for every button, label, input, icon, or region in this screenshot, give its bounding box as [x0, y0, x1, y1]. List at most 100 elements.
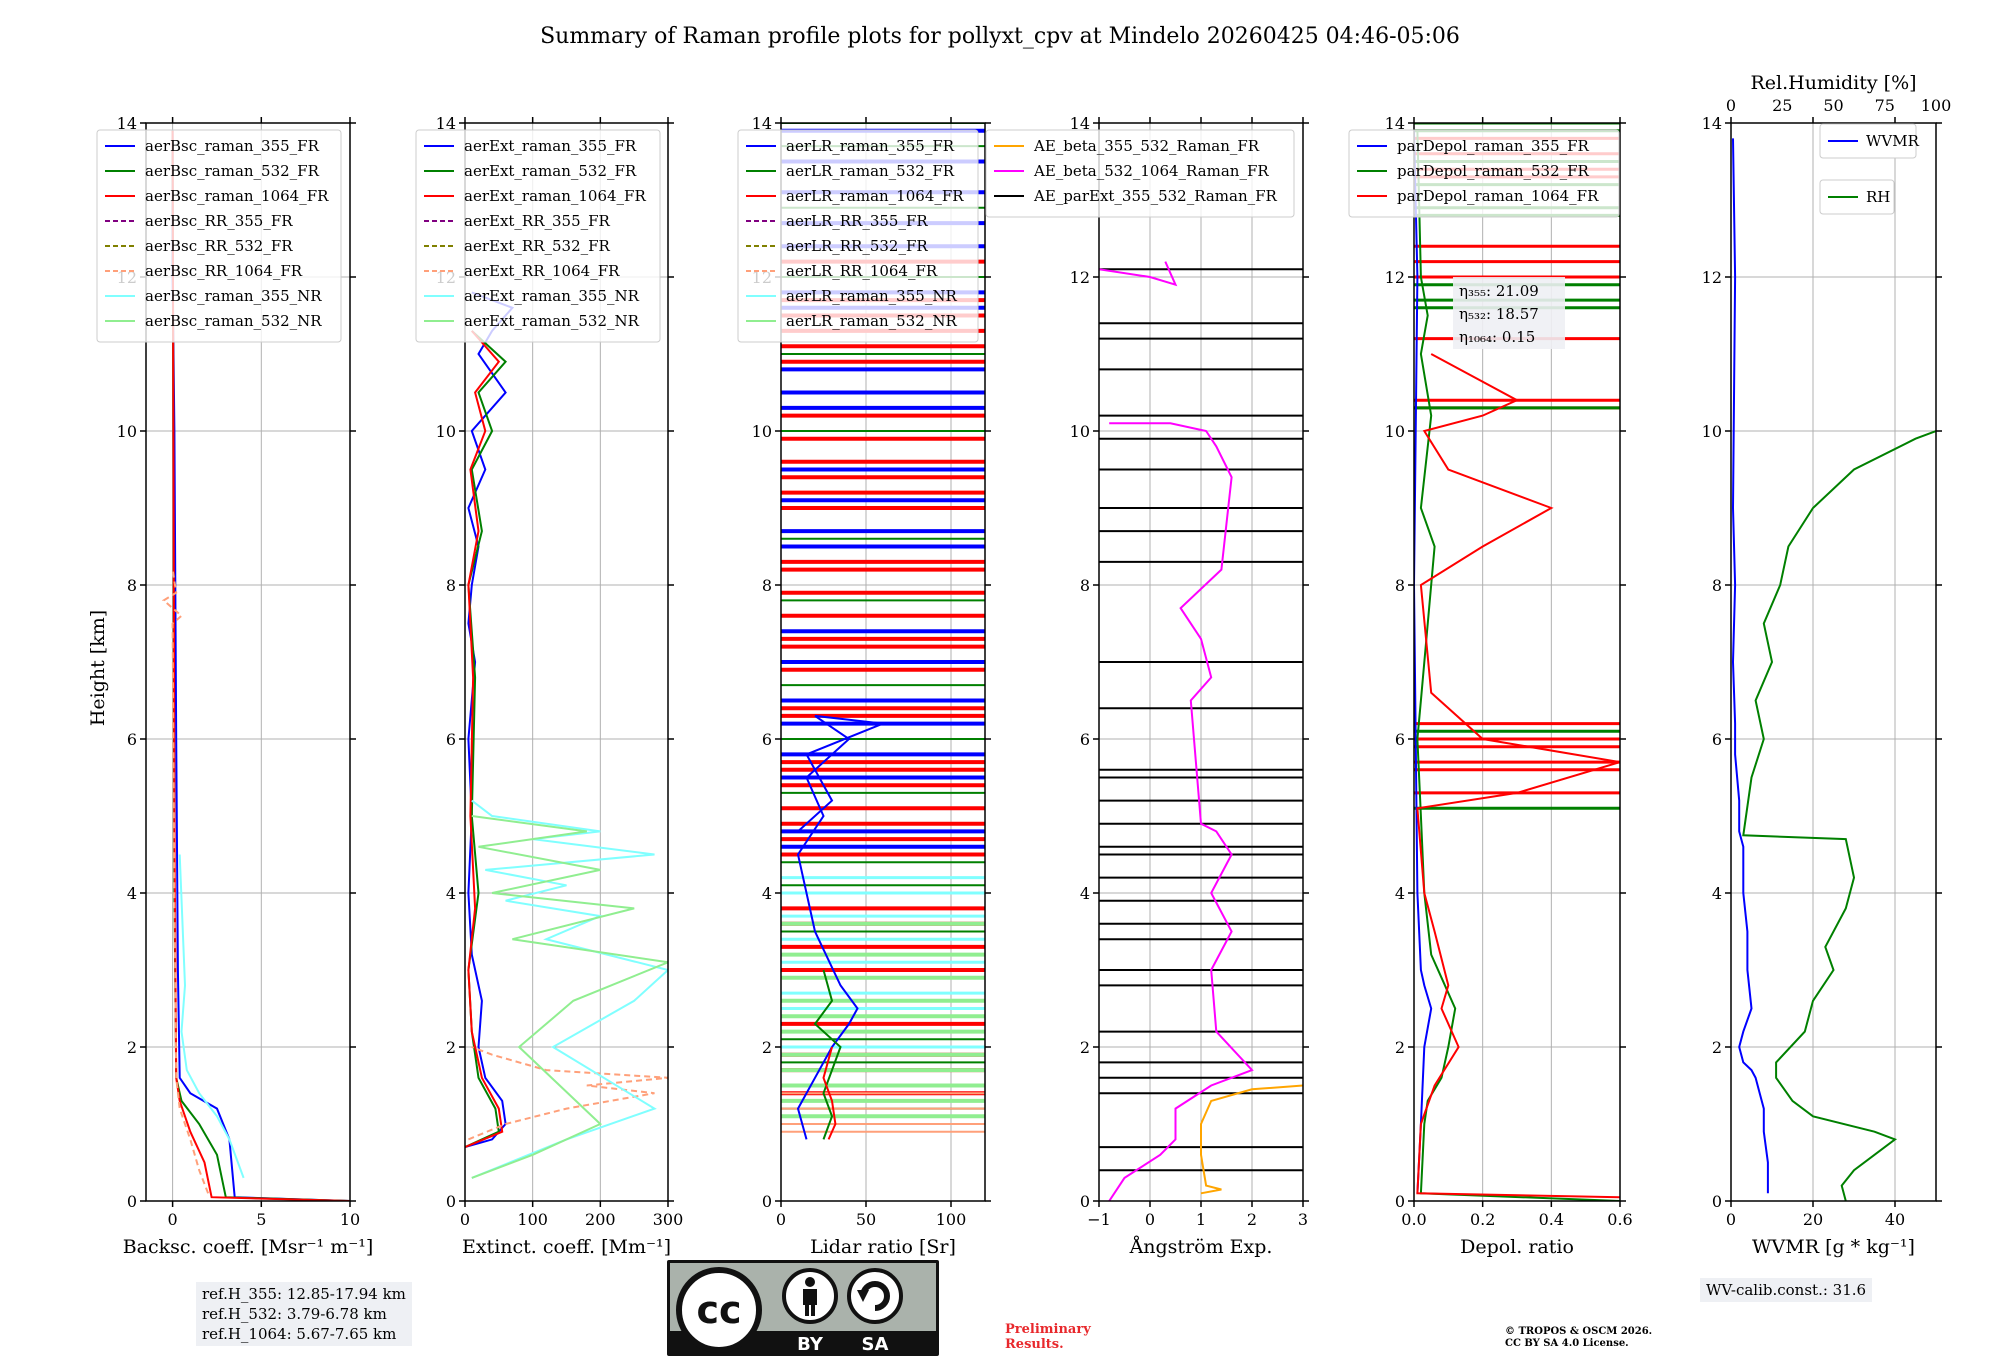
legend-label: AE_parExt_355_532_Raman_FR — [1033, 187, 1278, 205]
y-tick-label: 4 — [127, 884, 137, 903]
share-alike-icon — [847, 1268, 903, 1324]
axes-frame — [1413, 122, 1621, 1202]
legend-depol: parDepol_raman_355_FR parDepol_raman_532_… — [1348, 129, 1620, 218]
y-tick-label: 10 — [1702, 422, 1722, 441]
x-tick-label: 0 — [776, 1210, 786, 1229]
y-tick-label: 2 — [1080, 1038, 1090, 1057]
x-tick-label: 200 — [585, 1210, 616, 1229]
series-aerExt_raman_532_FR — [465, 330, 507, 1149]
x-tick-label: 3 — [1298, 1210, 1308, 1229]
plot-area — [1731, 138, 1936, 1201]
x-tick-label: 300 — [653, 1210, 684, 1229]
y-tick-label: 4 — [1080, 884, 1090, 903]
y-tick-label: 4 — [1395, 884, 1405, 903]
axes-frame — [464, 122, 669, 1202]
y-tick-label: 10 — [1385, 422, 1405, 441]
y-tick-label: 2 — [1395, 1038, 1405, 1057]
copyright-note: © TROPOS & OSCM 2026. CC BY SA 4.0 Licen… — [1505, 1326, 1652, 1350]
legend-label: RH — [1866, 188, 1890, 206]
series-AE_beta_355_532_Raman_FR — [1200, 1084, 1303, 1195]
series-aerExt_raman_1064_FR — [465, 330, 504, 1149]
series-RH — [1742, 383, 1936, 1201]
top-tick-label: 25 — [1772, 96, 1792, 115]
y-tick-label: 12 — [1702, 268, 1722, 287]
axes-frame — [780, 122, 986, 1202]
series-aerLR_raman_532_FR — [813, 969, 842, 1140]
y-tick-label: 12 — [1385, 268, 1405, 287]
ref-height-532: ref.H_532: 3.79-6.78 km — [202, 1305, 387, 1323]
legend-label: parDepol_raman_355_FR — [1397, 137, 1590, 155]
legend-label: aerLR_RR_1064_FR — [786, 262, 938, 280]
x-tick-label: 40 — [1885, 1210, 1905, 1229]
series-AE_beta_532_1064_Raman_FR — [1108, 422, 1254, 1201]
legend-label: AE_beta_355_532_Raman_FR — [1033, 137, 1260, 155]
legend-label: aerLR_RR_532_FR — [786, 237, 928, 255]
series-aerBsc_RR_1064_FR — [162, 569, 210, 1194]
y-tick-label: 4 — [446, 884, 456, 903]
y-tick-label: 0 — [762, 1192, 772, 1211]
top-tick-label: 0 — [1726, 96, 1736, 115]
legend-label: aerBsc_RR_355_FR — [145, 212, 293, 230]
legend-label: aerLR_raman_532_NR — [786, 312, 957, 330]
y-tick-label: 10 — [436, 422, 456, 441]
y-tick-label: 8 — [446, 576, 456, 595]
ref-height-1064: ref.H_1064: 5.67-7.65 km — [202, 1325, 397, 1343]
y-tick-label: 14 — [117, 114, 137, 133]
y-tick-label: 0 — [1395, 1192, 1405, 1211]
legend-label: aerLR_raman_532_FR — [786, 162, 955, 180]
x-tick-label: 0 — [460, 1210, 470, 1229]
x-tick-label: 0 — [168, 1210, 178, 1229]
legend-label: aerExt_RR_1064_FR — [464, 262, 620, 280]
y-tick-label: 4 — [1712, 884, 1722, 903]
y-tick-label: 0 — [127, 1192, 137, 1211]
y-tick-label: 8 — [1395, 576, 1405, 595]
legend-label: aerLR_raman_355_FR — [786, 137, 955, 155]
panel-ext: 024681012140100200300Extinct. coeff. [Mm… — [415, 114, 684, 1258]
preliminary-note: Preliminary Results. — [1005, 1322, 1091, 1352]
legend-label: aerExt_raman_1064_FR — [464, 187, 646, 205]
legend-label: aerExt_raman_355_NR — [464, 287, 640, 305]
series-WVMR — [1731, 138, 1769, 1194]
y-tick-label: 8 — [1712, 576, 1722, 595]
legend-label: AE_beta_532_1064_Raman_FR — [1033, 162, 1269, 180]
preliminary-line-2: Results. — [1005, 1337, 1064, 1352]
top-tick-label: 50 — [1823, 96, 1843, 115]
x-tick-label: 0.0 — [1401, 1210, 1426, 1229]
legend-lr: aerLR_raman_355_FR aerLR_raman_532_FR aerL… — [737, 129, 979, 343]
legend-label: aerExt_raman_532_FR — [464, 162, 637, 180]
plot-area — [781, 123, 985, 1140]
x-tick-label: 2 — [1247, 1210, 1257, 1229]
y-tick-label: 2 — [446, 1038, 456, 1057]
x-tick-label: 100 — [936, 1210, 967, 1229]
series-AE_beta_532_1064_Raman_FR — [1099, 261, 1178, 287]
eta-line: η₁₀₆₄: 0.15 — [1459, 328, 1535, 346]
legend-label: aerBsc_raman_532_FR — [145, 162, 320, 180]
y-tick-label: 4 — [762, 884, 772, 903]
reference-height-box: ref.H_355: 12.85-17.94 km ref.H_532: 3.7… — [196, 1282, 412, 1346]
series-aerExt_raman_532_NR — [471, 815, 668, 1179]
wv-calibration-box: WV-calib.const.: 31.6 — [1700, 1278, 1873, 1302]
x-axis-label: Ångström Exp. — [1129, 1236, 1273, 1258]
series-parDepol_raman_355_FR — [1414, 130, 1433, 1194]
legend-ae: AE_beta_355_532_Raman_FR AE_beta_532_1064… — [985, 129, 1295, 218]
eta-line: η₅₃₂: 18.57 — [1459, 305, 1539, 323]
x-tick-label: 100 — [517, 1210, 548, 1229]
y-tick-label: 2 — [127, 1038, 137, 1057]
y-tick-label: 2 — [762, 1038, 772, 1057]
x-tick-label: 0 — [1145, 1210, 1155, 1229]
axes-frame — [1730, 122, 1937, 1202]
top-tick-label: 75 — [1875, 96, 1895, 115]
legend-box — [1819, 123, 1917, 159]
x-axis-label: Depol. ratio — [1460, 1236, 1574, 1258]
top-axis-label: Rel.Humidity [%] — [1750, 72, 1916, 94]
y-tick-label: 0 — [1080, 1192, 1090, 1211]
legend-label: aerExt_RR_532_FR — [464, 237, 611, 255]
legend-label: aerBsc_raman_532_NR — [145, 312, 322, 330]
legend-label: parDepol_raman_1064_FR — [1397, 187, 1599, 205]
legend-box — [1348, 129, 1620, 218]
legend-box — [985, 129, 1295, 218]
y-tick-label: 6 — [1712, 730, 1722, 749]
x-tick-label: 0 — [1726, 1210, 1736, 1229]
